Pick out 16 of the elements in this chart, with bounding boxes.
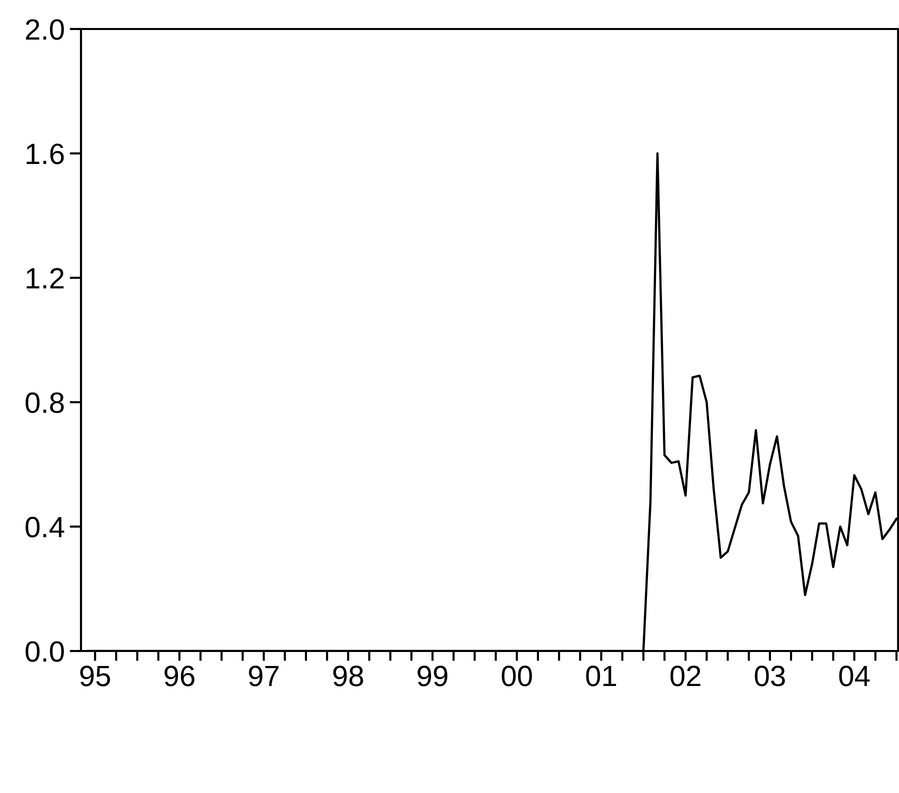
x-tick-label: 97 <box>248 666 279 686</box>
x-tick-label: 98 <box>333 666 364 686</box>
x-tick-label: 03 <box>754 666 785 686</box>
x-tick-label: 99 <box>418 666 448 686</box>
y-tick-label: 2.0 <box>26 19 64 40</box>
x-tick-label: 04 <box>839 666 870 686</box>
x-tick-label: 95 <box>80 666 110 686</box>
x-tick-label: 01 <box>586 666 616 686</box>
x-tick-label: 96 <box>164 666 194 686</box>
y-tick-label: 0.0 <box>26 641 64 662</box>
x-tick-label: 00 <box>502 666 532 686</box>
y-tick-label: 1.2 <box>26 268 64 288</box>
y-tick-label: 0.4 <box>26 516 64 538</box>
y-tick-label: 1.6 <box>26 144 64 164</box>
x-tick-label: 02 <box>670 666 700 686</box>
y-tick-label: 0.8 <box>26 392 64 414</box>
